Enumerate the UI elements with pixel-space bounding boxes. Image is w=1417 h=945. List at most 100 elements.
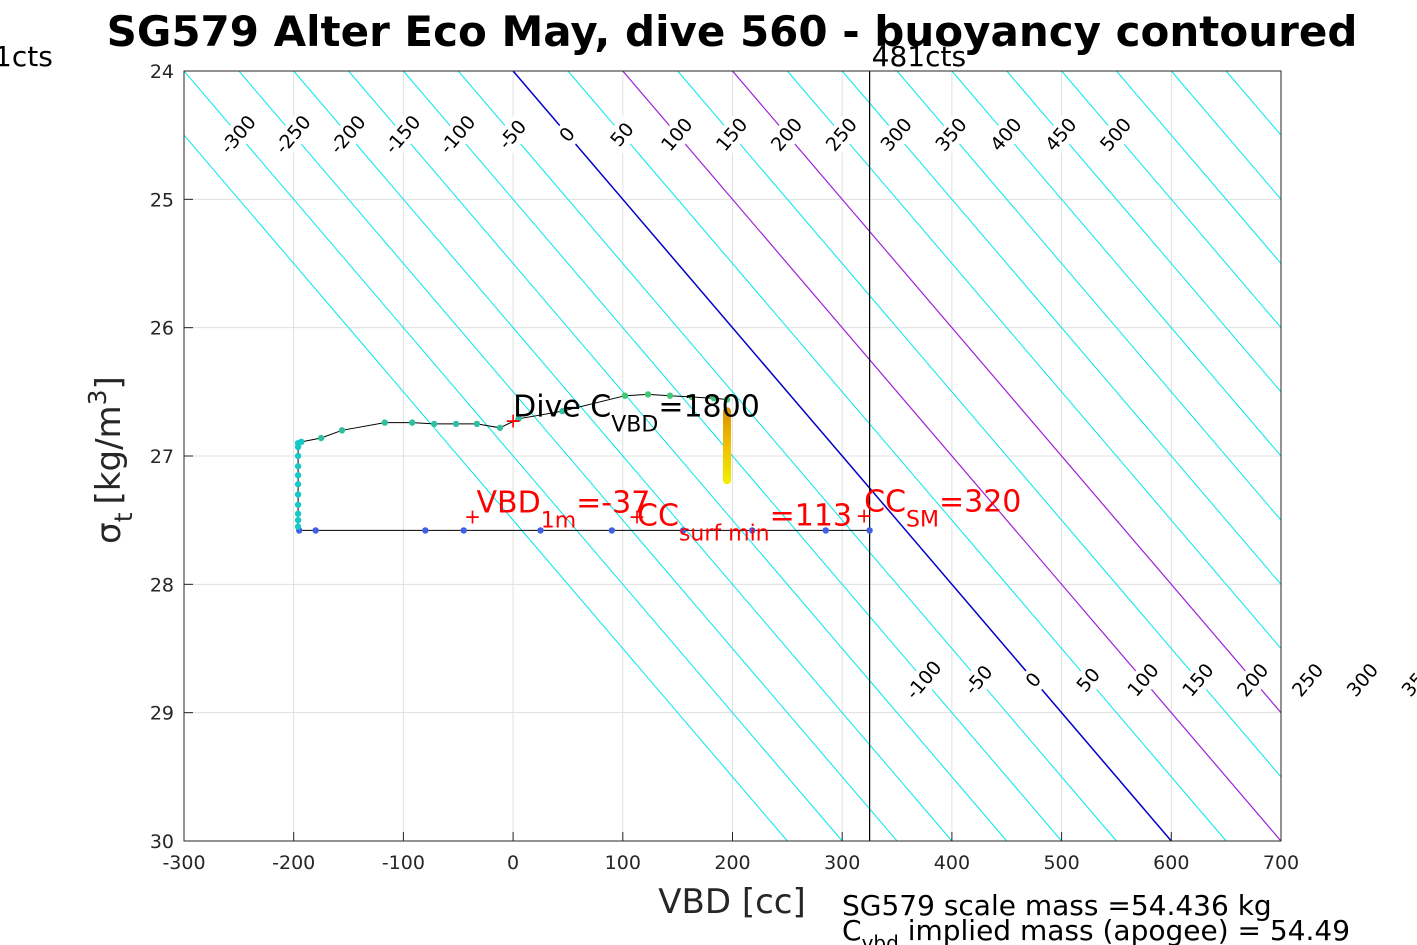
- data-point: [298, 438, 305, 446]
- counts-vertical-line: 481cts: [869, 40, 966, 841]
- annotation-marker: +: [464, 505, 481, 529]
- dive-trajectory-line: [297, 393, 870, 531]
- annotation-marker: +: [629, 505, 646, 529]
- contour-line: [403, 71, 1062, 841]
- x-tick-label: 500: [1043, 852, 1079, 874]
- contour-label-top-bg: [323, 108, 374, 162]
- annotation-value: =1800: [658, 389, 759, 424]
- data-point: [381, 419, 388, 426]
- contour-label-top-bg: [764, 110, 810, 159]
- data-point: [422, 527, 429, 534]
- contour-label-bottom-bg: [1230, 656, 1277, 705]
- contour-label-bottom: 350: [1398, 659, 1417, 701]
- contour-line: [348, 71, 1008, 841]
- contour-label-top-bg: [552, 120, 583, 150]
- y-axis-label: σt [kg/m3]: [83, 376, 138, 544]
- data-point: [666, 392, 674, 399]
- contour-line: [951, 71, 1281, 457]
- contour-line: [238, 71, 898, 841]
- annotation-cc-sm: CCSM=320: [864, 484, 1021, 532]
- contour-line: [841, 71, 1281, 586]
- annotation-dive-cvbd: Dive CVBD=1800: [513, 389, 760, 437]
- counts-line-label: 481cts: [872, 40, 966, 73]
- y-axis-label-units: [kg/m: [89, 405, 129, 504]
- data-point: [338, 427, 346, 434]
- y-axis-label-close: ]: [89, 376, 129, 389]
- contour-label-top-bg: [928, 110, 975, 159]
- data-point: [688, 393, 696, 401]
- data-point: [294, 523, 302, 530]
- annotation-vbd-1m: VBD1m=-37: [477, 486, 651, 534]
- annotation-text: CC: [637, 499, 679, 534]
- contour-label-top-bg: [268, 108, 319, 162]
- x-tick-label: 700: [1263, 852, 1299, 874]
- contour-label-top-bg: [983, 110, 1030, 159]
- x-axis-label: VBD [cc]: [658, 882, 806, 922]
- contour-line: [184, 134, 788, 841]
- annotations: +Dive CVBD=1800+VBD1m=-37+CCsurf min=113…: [464, 389, 1021, 546]
- annotation-cc-surf-min: CCsurf min=113: [637, 499, 852, 547]
- contour-label-top-bg: [491, 112, 534, 157]
- contour-label-bottom-bg: [1175, 656, 1222, 705]
- data-point: [460, 527, 467, 534]
- contour-line: [184, 71, 843, 841]
- data-point: [312, 527, 319, 534]
- x-tick-label: 600: [1153, 852, 1189, 874]
- annotation-subscript: SM: [906, 507, 939, 532]
- contour-line: [1280, 71, 1281, 72]
- x-tick-label: -100: [382, 852, 425, 874]
- data-point: [317, 434, 325, 442]
- data-point: [866, 527, 873, 534]
- contour-label-top-bg: [603, 115, 642, 155]
- data-point: [294, 481, 302, 488]
- data-point: [294, 516, 302, 524]
- data-point: [294, 452, 302, 460]
- contour-line: [1061, 71, 1281, 329]
- contour-label-bottom-bg: [1120, 656, 1167, 705]
- x-tick-label: -300: [162, 852, 205, 874]
- y-axis-label-subscript: t: [109, 512, 138, 522]
- contour-label-bottom-bg: [1069, 660, 1108, 700]
- buoyancy-contours: [184, 71, 1417, 841]
- annotation-text: Dive C: [513, 389, 611, 424]
- contour-label-bottom-bg: [1018, 665, 1049, 695]
- contour-label-top-bg: [873, 110, 920, 159]
- data-point: [473, 420, 481, 428]
- data-point: [710, 395, 718, 402]
- y-axis-label-superscript: 3: [83, 389, 112, 405]
- y-tick-label: 30: [150, 831, 174, 853]
- x-tick-label: -200: [272, 852, 315, 874]
- annotation-value: =320: [939, 484, 1021, 519]
- contour-labels: -300 -250 -200 -150 -100 -50 0 50 100 150 200 250 30…: [213, 108, 1417, 707]
- x-tick-label: 200: [714, 852, 750, 874]
- data-point: [294, 510, 302, 517]
- apogee-trace: [723, 407, 732, 485]
- contour-label-bottom-bg: [1340, 656, 1386, 705]
- data-point: [408, 419, 416, 426]
- x-tick-label: 100: [605, 852, 641, 874]
- annotation-value: =113: [770, 499, 852, 534]
- contour-line: [896, 71, 1281, 521]
- y-tick-label: 27: [150, 446, 174, 468]
- annotation-value: =-37: [576, 486, 650, 521]
- x-tick-label: 0: [507, 852, 519, 874]
- contour-line-highlight: [622, 71, 1281, 841]
- data-point: [559, 407, 566, 415]
- data-point: [749, 527, 756, 534]
- x-tick-label: 400: [934, 852, 970, 874]
- footer-implied-mass-subscript: vbd: [862, 931, 899, 945]
- dive-series: [294, 391, 873, 534]
- contour-line: [786, 71, 1281, 650]
- contour-line: [567, 71, 1227, 841]
- contour-label-top-bg: [432, 108, 483, 162]
- data-point: [294, 491, 302, 498]
- contour-line-zero: [512, 71, 1172, 841]
- contour-line: [293, 71, 953, 841]
- y-tick-label: 29: [150, 703, 174, 725]
- contour-label-top-bg: [1038, 110, 1085, 159]
- data-point: [644, 391, 652, 398]
- contour-line: [1336, 71, 1417, 841]
- data-point: [537, 527, 544, 534]
- contour-line: [677, 71, 1281, 778]
